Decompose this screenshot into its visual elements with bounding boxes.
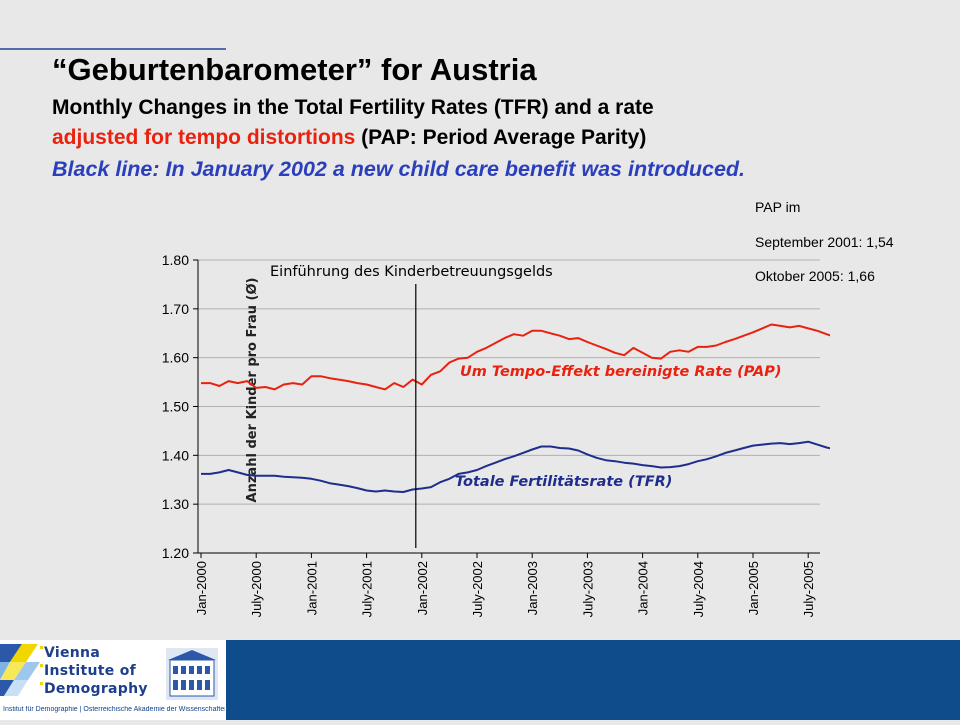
x-tick-label: Jan-2004 [636, 561, 651, 615]
subtitle-line-3: Black line: In January 2002 a new child … [52, 157, 746, 181]
benefit-introduction-label: Einführung des Kinderbetreuungsgelds [270, 264, 553, 280]
subtitle-red-part: adjusted for tempo distortions [52, 126, 356, 149]
fertility-chart: 1.20 1.30 1.40 1.50 1.60 1.70 1.80 Anzahl der K… [162, 252, 830, 617]
x-tick-label: July-2002 [470, 561, 485, 617]
y-tick-label: 1.30 [162, 496, 189, 512]
logo-shape-blue-2 [0, 680, 14, 696]
y-tick-label: 1.50 [162, 399, 189, 415]
chart-series: Um Tempo-Effekt bereinigte Rate (PAP) Tot… [201, 323, 830, 493]
slide-title: “Geburtenbarometer” for Austria [52, 52, 537, 87]
x-tick-label: Jan-2005 [746, 561, 761, 615]
y-axis-title: Anzahl der Kinder pro Frau (Ø) [245, 278, 260, 503]
subtitle-black-part: (PAP: Period Average Parity) [355, 126, 647, 149]
y-tick-label: 1.20 [162, 545, 189, 561]
y-tick-label: 1.40 [162, 447, 189, 463]
x-tick-label: Jan-2003 [525, 561, 540, 615]
logo-shape-pale [4, 680, 28, 696]
logo-shape-yellow [10, 644, 38, 662]
y-axis: 1.20 1.30 1.40 1.50 1.60 1.70 1.80 Anzahl der K… [162, 252, 260, 561]
series-label-tfr: Totale Fertilitätsrate (TFR) [455, 474, 672, 490]
logo-shape-blue [0, 644, 22, 662]
logo-text-institute: Institute of [44, 663, 137, 679]
x-tick-label: Jan-2002 [415, 561, 430, 615]
x-tick-label: July-2004 [691, 561, 706, 617]
y-tick-label: 1.80 [162, 252, 189, 268]
logo-shape-yellow-2 [0, 662, 26, 680]
x-tick-label: Jan-2000 [194, 561, 209, 615]
logo-text-vienna: Vienna [44, 645, 101, 661]
top-rule [0, 48, 226, 50]
x-tick-label: Jan-2001 [304, 561, 319, 615]
chart-annotations: Einführung des Kinderbetreuungsgelds [270, 264, 553, 548]
series-line-tfr [201, 440, 830, 493]
logo-text-demography: Demography [44, 681, 148, 697]
y-tick-label: 1.60 [162, 350, 189, 366]
pap-note-line-1: PAP im [755, 199, 801, 215]
pap-note-line-3: Oktober 2005: 1,66 [755, 268, 875, 284]
chart-grid [198, 259, 820, 505]
y-tick-label: 1.70 [162, 301, 189, 317]
x-tick-label: July-2005 [801, 561, 816, 617]
x-tick-label: July-2001 [360, 561, 375, 617]
subtitle-line-1: Monthly Changes in the Total Fertility R… [52, 96, 654, 119]
logo-shape-lightblue-2 [14, 662, 40, 680]
x-axis: Jan-2000 July-2000 Jan-2001 July-2001 Jan-20… [194, 552, 820, 617]
x-tick-label: July-2000 [249, 561, 264, 617]
series-label-pap: Um Tempo-Effekt bereinigte Rate (PAP) [460, 364, 782, 380]
vid-logo [0, 640, 226, 720]
x-tick-label: July-2003 [580, 561, 595, 617]
subtitle-line-2: adjusted for tempo distortions (PAP: Per… [52, 126, 646, 150]
logo-caption: Institut für Demographie | Österreichisc… [3, 706, 225, 713]
series-line-pap [201, 323, 830, 391]
pap-note-line-2: September 2001: 1,54 [755, 234, 894, 250]
logo-graphic [0, 640, 226, 720]
